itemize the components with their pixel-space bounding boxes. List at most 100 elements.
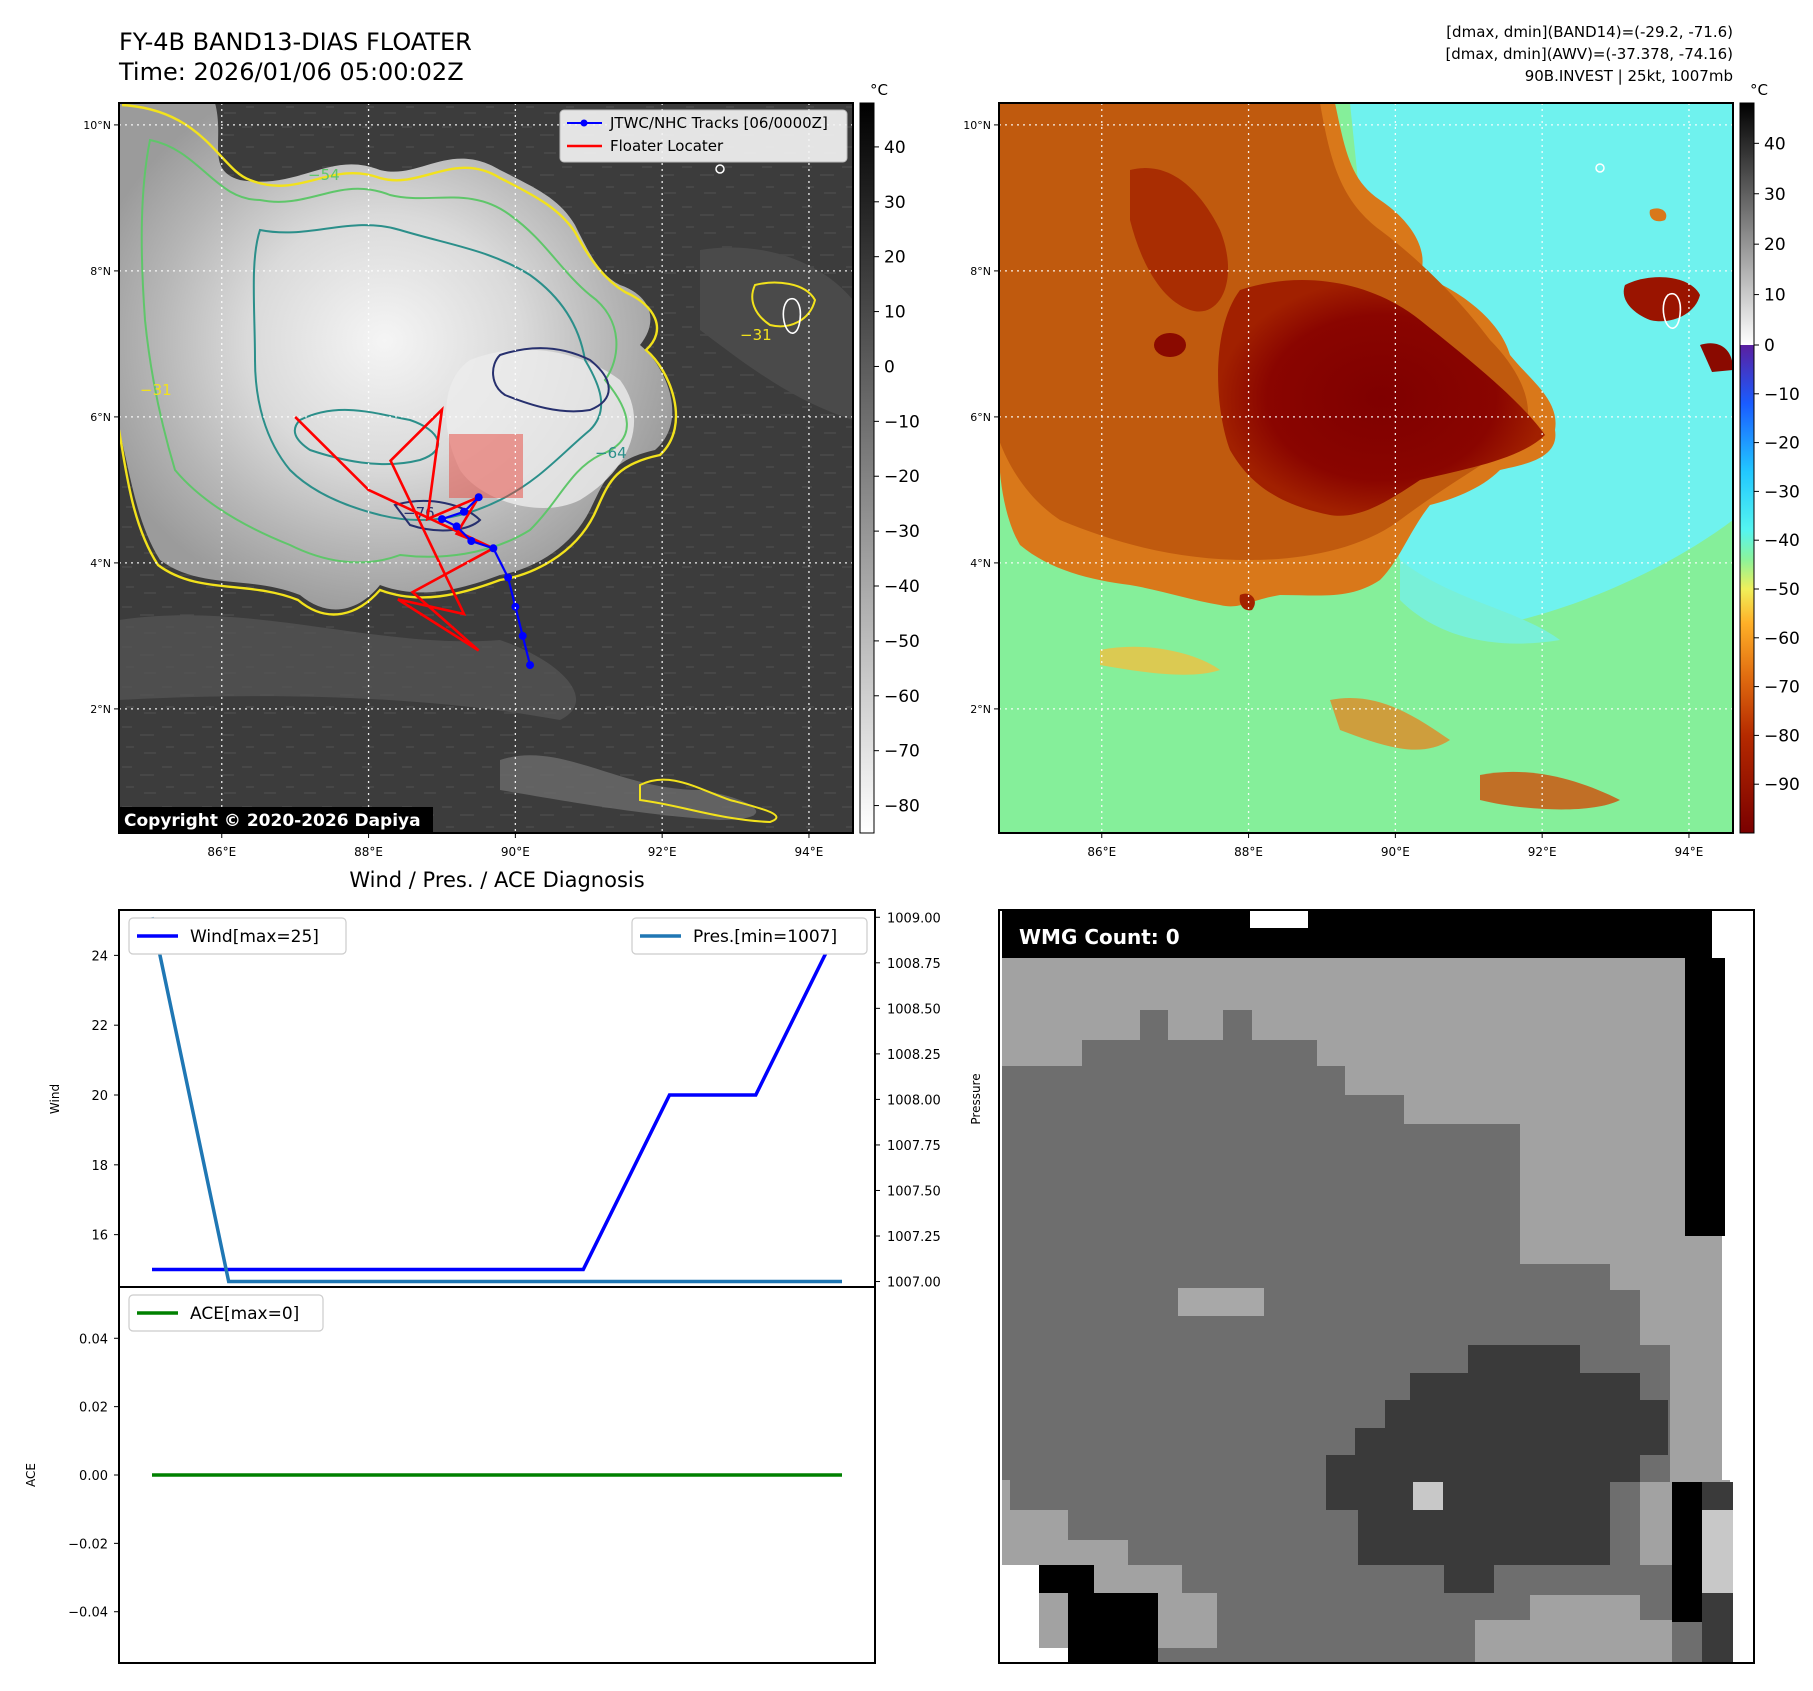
figure-title: FY-4B BAND13-DIAS FLOATER: [119, 28, 472, 56]
track-point: [437, 515, 446, 524]
legend-ace-label: ACE[max=0]: [190, 1304, 299, 1324]
wind-tick-label: 16: [91, 1229, 108, 1244]
wind-axis-label: Wind: [48, 1084, 62, 1114]
wind-legend: Wind[max=25]: [128, 917, 347, 955]
wind-tick-label: 18: [91, 1159, 108, 1174]
ace-tick-label: −0.04: [68, 1606, 108, 1621]
track-point: [452, 522, 461, 531]
legend-pressure-label: Pres.[min=1007]: [693, 927, 837, 947]
lat-tick-label: 10°N: [963, 119, 991, 132]
ace-tick-label: 0.02: [79, 1401, 108, 1416]
ir-colorbar: [859, 102, 875, 834]
lon-tick-label: 94°E: [1675, 845, 1704, 859]
colorbar-tick-label: 20: [884, 248, 906, 268]
lat-tick-label: 10°N: [83, 119, 111, 132]
colorbar-tick-label: −40: [884, 577, 920, 597]
pressure-tick-label: 1007.50: [887, 1184, 941, 1199]
ir-map-panel: −31 −31 −54 −64 −76 JTWC/NHC Tracks [06/…: [83, 81, 920, 859]
lon-tick-label: 86°E: [1087, 845, 1116, 859]
colorbar-tick-label: −10: [884, 412, 920, 432]
legend-wind-label: Wind[max=25]: [190, 927, 319, 947]
contour-label: −31: [140, 381, 172, 399]
copyright-text: Copyright © 2020-2026 Dapiya: [124, 811, 421, 831]
contour-label: −31: [740, 326, 772, 344]
lon-tick-label: 92°E: [1528, 845, 1557, 859]
wind-series-line: [152, 919, 844, 1272]
wmg-panel: WMG Count: 0: [998, 909, 1755, 1664]
pressure-tick-label: 1007.25: [887, 1230, 941, 1245]
figure-time: Time: 2026/01/06 05:00:02Z: [118, 58, 464, 86]
ace-tick-label: 0.04: [79, 1332, 108, 1347]
pressure-tick-label: 1007.75: [887, 1139, 941, 1154]
lon-tick-label: 88°E: [354, 845, 383, 859]
wind-tick-label: 22: [91, 1019, 108, 1034]
copyright-badge: [119, 807, 433, 833]
wind-tick-label: 20: [91, 1089, 108, 1104]
bd-map-panel: 10°N 8°N 6°N 4°N 2°N 86°E 88°E 90°E 92°E 94°E °C…: [963, 81, 1800, 859]
colorbar-tick-label: 10: [884, 303, 906, 323]
pressure-tick-label: 1008.75: [887, 957, 941, 972]
colorbar-tick-label: −80: [1764, 726, 1800, 746]
colorbar-tick-label: −30: [884, 522, 920, 542]
colorbar-tick-label: −10: [1764, 385, 1800, 405]
colorbar-tick-label: −20: [884, 467, 920, 487]
lon-tick-label: 88°E: [1234, 845, 1263, 859]
colorbar-unit: °C: [870, 81, 888, 99]
track-point: [489, 544, 498, 553]
colorbar-tick-label: −40: [1764, 531, 1800, 551]
lon-tick-label: 86°E: [207, 845, 236, 859]
colorbar-tick-label: 0: [884, 357, 895, 377]
pressure-series-line: [150, 916, 842, 1284]
colorbar-tick-label: 10: [1764, 286, 1786, 306]
colorbar-tick-label: −60: [884, 687, 920, 707]
pressure-tick-label: 1008.25: [887, 1048, 941, 1063]
track-point: [467, 537, 476, 545]
colorbar-tick-label: −70: [884, 742, 920, 762]
colorbar-tick-label: 30: [884, 193, 906, 213]
colorbar-tick-label: 0: [1764, 336, 1775, 356]
map-legend: JTWC/NHC Tracks [06/0000Z] Floater Locat…: [559, 109, 848, 163]
contour-label: −54: [308, 166, 340, 184]
lon-tick-label: 90°E: [1381, 845, 1410, 859]
floater-box: [449, 434, 523, 498]
track-point: [511, 602, 520, 611]
wind-pressure-plot: 24 22 20 18 16 1009.00 1008.75 1008.50 1008.25 1…: [48, 909, 983, 1291]
pressure-axis-label: Pressure: [969, 1073, 983, 1124]
lat-tick-label: 8°N: [970, 265, 991, 278]
track-point: [474, 493, 483, 502]
diagnosis-title: Wind / Pres. / ACE Diagnosis: [349, 868, 644, 892]
pressure-tick-label: 1008.00: [887, 1093, 941, 1108]
legend-track-label: JTWC/NHC Tracks [06/0000Z]: [609, 114, 828, 132]
colorbar-tick-label: 40: [1764, 134, 1786, 154]
ace-tick-label: −0.02: [68, 1537, 108, 1552]
colorbar-tick-label: −20: [1764, 434, 1800, 454]
legend-floater-label: Floater Locater: [610, 137, 724, 155]
lat-tick-label: 8°N: [90, 265, 111, 278]
colorbar-unit: °C: [1750, 81, 1768, 99]
jtwc-track-line: [439, 496, 532, 666]
ace-plot: 0.04 0.02 0.00 −0.02 −0.04 ACE ACE[max=0]: [24, 1286, 876, 1664]
lat-tick-label: 2°N: [970, 703, 991, 716]
bd-colorbar: [1739, 102, 1755, 834]
track-point: [459, 507, 468, 516]
lat-tick-label: 6°N: [90, 411, 111, 424]
lat-tick-label: 6°N: [970, 411, 991, 424]
lon-tick-label: 94°E: [795, 845, 824, 859]
colorbar-tick-label: 30: [1764, 185, 1786, 205]
colorbar-tick-label: 20: [1764, 235, 1786, 255]
colorbar-tick-label: −80: [884, 797, 920, 817]
pressure-tick-label: 1009.00: [887, 911, 941, 926]
ace-tick-label: 0.00: [79, 1469, 108, 1484]
lat-tick-label: 4°N: [90, 557, 111, 570]
track-point: [526, 661, 535, 670]
lon-tick-label: 92°E: [648, 845, 677, 859]
track-point: [504, 573, 513, 582]
info-band14: [dmax, dmin](BAND14)=(-29.2, -71.6): [1446, 23, 1733, 41]
colorbar-tick-label: −50: [884, 632, 920, 652]
wmg-count-badge: [1012, 920, 1184, 954]
lat-tick-label: 2°N: [90, 703, 111, 716]
colorbar-tick-label: −70: [1764, 678, 1800, 698]
contour-label: −64: [595, 444, 627, 462]
track-point: [518, 631, 527, 640]
